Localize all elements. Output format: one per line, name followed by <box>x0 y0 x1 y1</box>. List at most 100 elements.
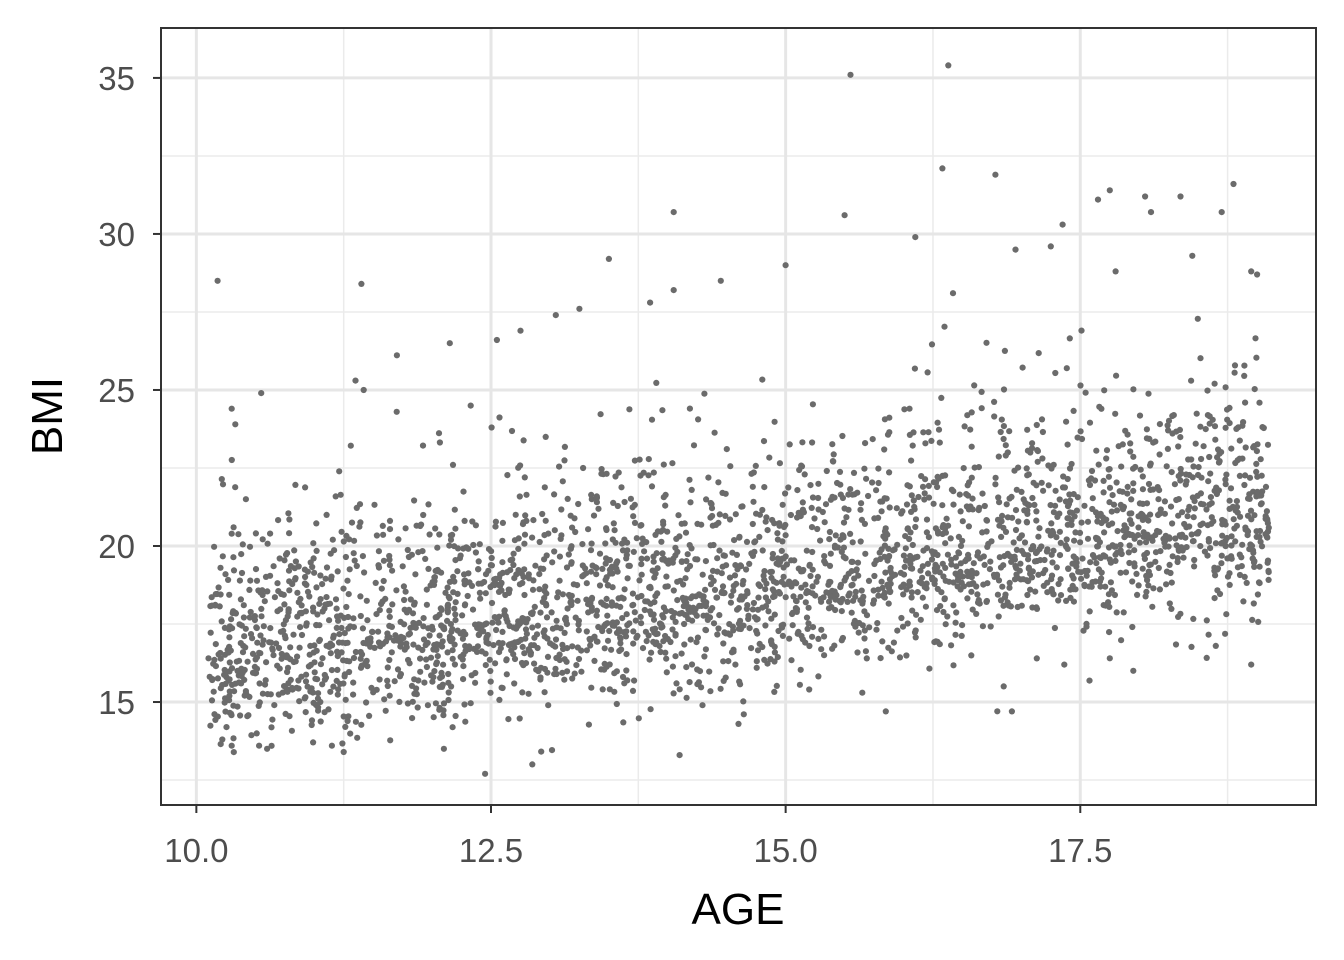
data-point <box>240 602 247 609</box>
data-point <box>226 659 233 666</box>
data-point <box>319 681 326 688</box>
data-point <box>793 598 800 605</box>
data-point <box>555 589 562 596</box>
data-point <box>264 540 271 547</box>
data-point <box>992 171 999 178</box>
data-point <box>664 528 671 535</box>
x-axis: 10.0 12.5 15.0 17.5 <box>164 805 1112 869</box>
data-point <box>294 613 301 620</box>
data-point <box>818 646 825 653</box>
data-point <box>1227 485 1235 492</box>
data-point <box>425 565 432 573</box>
data-point <box>670 690 677 697</box>
data-point <box>236 577 243 584</box>
data-point <box>804 588 811 595</box>
data-point <box>983 598 990 606</box>
data-point <box>734 566 741 573</box>
data-point <box>977 555 984 562</box>
data-point <box>601 666 608 673</box>
data-point <box>914 589 921 596</box>
data-point <box>925 429 932 436</box>
data-point <box>1253 468 1260 475</box>
data-point <box>861 635 868 642</box>
data-point <box>1086 677 1093 684</box>
data-point <box>226 643 233 651</box>
data-point <box>604 582 612 589</box>
x-tick-label: 15.0 <box>754 832 818 869</box>
data-point <box>451 605 458 612</box>
data-point <box>447 638 454 645</box>
data-point <box>248 732 255 739</box>
data-point <box>432 525 439 532</box>
data-point <box>1214 566 1221 573</box>
data-point <box>938 589 945 596</box>
data-point <box>1145 517 1152 524</box>
data-point <box>1156 421 1163 428</box>
data-point <box>210 660 217 667</box>
data-point <box>923 545 931 552</box>
data-point <box>242 496 249 503</box>
data-point <box>404 700 411 707</box>
data-point <box>454 545 462 552</box>
data-point <box>1257 538 1264 545</box>
data-point <box>1226 581 1233 589</box>
data-point <box>378 585 385 592</box>
data-point <box>903 557 910 564</box>
data-point <box>630 548 637 556</box>
data-point <box>785 484 792 491</box>
data-point <box>309 563 316 571</box>
grid-major <box>161 28 1316 805</box>
data-point <box>345 713 352 720</box>
data-point <box>1188 531 1195 538</box>
data-point <box>559 669 566 676</box>
data-point <box>541 689 548 696</box>
data-point <box>906 535 913 543</box>
data-point <box>259 587 266 594</box>
data-point <box>1089 495 1096 502</box>
data-point <box>452 712 459 720</box>
data-point <box>341 630 348 637</box>
data-point <box>1183 544 1190 551</box>
data-point <box>903 652 910 659</box>
data-point <box>281 632 288 639</box>
data-point <box>1032 549 1040 557</box>
data-point <box>1124 490 1131 497</box>
data-point <box>618 484 625 491</box>
data-point <box>997 428 1004 436</box>
data-point <box>726 574 734 581</box>
data-point <box>1223 471 1230 478</box>
data-point <box>954 583 961 590</box>
data-point <box>568 592 575 599</box>
data-point <box>904 525 911 533</box>
data-point <box>602 621 609 628</box>
data-point <box>1186 523 1193 530</box>
data-point <box>1105 544 1113 551</box>
data-point <box>1203 617 1210 624</box>
data-point <box>588 684 595 691</box>
data-point <box>1038 543 1045 550</box>
data-point <box>969 606 976 613</box>
data-point <box>1259 424 1266 431</box>
data-point <box>944 613 951 620</box>
data-point <box>837 481 844 488</box>
data-point <box>922 440 929 447</box>
data-point <box>393 637 400 644</box>
data-point <box>405 656 412 664</box>
data-point <box>357 664 365 671</box>
data-point <box>1033 655 1040 662</box>
data-point <box>703 496 710 503</box>
data-point <box>303 671 310 678</box>
data-point <box>1027 586 1034 593</box>
data-point <box>454 568 461 575</box>
data-point <box>1012 526 1020 534</box>
data-point <box>308 717 316 724</box>
data-point <box>1215 446 1222 453</box>
data-point <box>882 569 889 576</box>
data-point <box>1033 508 1040 515</box>
data-point <box>440 661 447 668</box>
data-point <box>957 508 964 515</box>
data-point <box>832 595 839 602</box>
data-point <box>836 468 844 475</box>
data-point <box>1254 488 1261 495</box>
data-point <box>987 623 994 630</box>
